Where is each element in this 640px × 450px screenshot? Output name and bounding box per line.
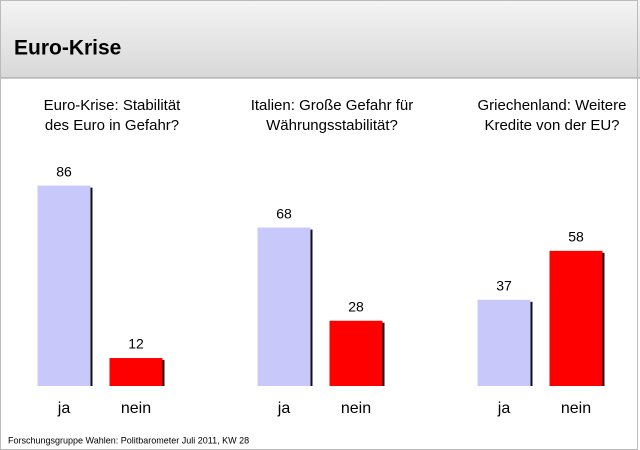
bar (329, 320, 383, 386)
category-label: ja (277, 400, 291, 417)
chart-title: Euro-Krise: Stabilität (44, 97, 182, 114)
value-label: 58 (568, 229, 584, 245)
bar-shadow (601, 252, 605, 386)
category-label: ja (57, 400, 71, 417)
bar-shadow (529, 301, 533, 386)
chart-title: Währungsstabilität? (266, 117, 398, 134)
bar (37, 185, 91, 386)
header-band (0, 0, 640, 78)
category-label: nein (121, 400, 151, 417)
value-label: 68 (276, 205, 292, 221)
bar-shadow (309, 229, 313, 386)
bar-shadow (161, 360, 165, 386)
category-label: nein (341, 400, 371, 417)
chart-title: Griechenland: Weitere (478, 97, 627, 114)
bar-shadow (89, 187, 93, 386)
page-title: Euro-Krise (14, 37, 121, 60)
chart-title: des Euro in Gefahr? (45, 117, 179, 134)
value-label: 86 (56, 163, 72, 179)
bar (549, 250, 603, 386)
value-label: 37 (496, 277, 512, 293)
chart-title: Kredite von der EU? (484, 117, 619, 134)
value-label: 12 (128, 336, 144, 352)
chart-title: Italien: Große Gefahr für (251, 97, 414, 114)
category-label: ja (497, 400, 511, 417)
bar (109, 358, 163, 386)
category-label: nein (561, 400, 591, 417)
bar (477, 299, 531, 386)
value-label: 28 (348, 298, 364, 314)
bar-shadow (381, 322, 385, 386)
bar (257, 227, 311, 386)
source: Forschungsgruppe Wahlen: Politbarometer … (8, 435, 249, 445)
